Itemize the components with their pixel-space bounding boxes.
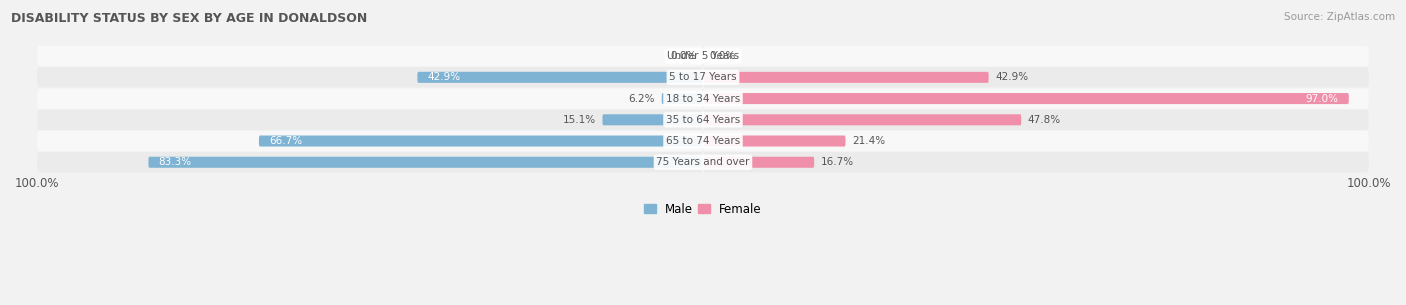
Text: 0.0%: 0.0%: [710, 51, 735, 61]
FancyBboxPatch shape: [703, 72, 988, 83]
Text: 35 to 64 Years: 35 to 64 Years: [666, 115, 740, 125]
FancyBboxPatch shape: [703, 114, 1021, 125]
Text: 16.7%: 16.7%: [821, 157, 853, 167]
Text: 42.9%: 42.9%: [427, 72, 461, 82]
FancyBboxPatch shape: [37, 109, 1369, 130]
FancyBboxPatch shape: [37, 67, 1369, 88]
Text: 97.0%: 97.0%: [1306, 94, 1339, 104]
FancyBboxPatch shape: [259, 135, 703, 146]
Text: 66.7%: 66.7%: [269, 136, 302, 146]
Text: Source: ZipAtlas.com: Source: ZipAtlas.com: [1284, 12, 1395, 22]
FancyBboxPatch shape: [703, 157, 814, 168]
Text: 0.0%: 0.0%: [671, 51, 696, 61]
Text: 18 to 34 Years: 18 to 34 Years: [666, 94, 740, 104]
Text: 6.2%: 6.2%: [628, 94, 655, 104]
Text: 21.4%: 21.4%: [852, 136, 886, 146]
FancyBboxPatch shape: [37, 46, 1369, 66]
FancyBboxPatch shape: [662, 93, 703, 104]
FancyBboxPatch shape: [37, 152, 1369, 172]
Text: Under 5 Years: Under 5 Years: [666, 51, 740, 61]
Text: 83.3%: 83.3%: [159, 157, 191, 167]
FancyBboxPatch shape: [37, 131, 1369, 151]
Text: DISABILITY STATUS BY SEX BY AGE IN DONALDSON: DISABILITY STATUS BY SEX BY AGE IN DONAL…: [11, 12, 367, 25]
FancyBboxPatch shape: [418, 72, 703, 83]
Text: 5 to 17 Years: 5 to 17 Years: [669, 72, 737, 82]
FancyBboxPatch shape: [37, 88, 1369, 109]
FancyBboxPatch shape: [703, 93, 1348, 104]
Text: 65 to 74 Years: 65 to 74 Years: [666, 136, 740, 146]
FancyBboxPatch shape: [703, 135, 845, 146]
Text: 15.1%: 15.1%: [562, 115, 596, 125]
FancyBboxPatch shape: [603, 114, 703, 125]
Text: 47.8%: 47.8%: [1028, 115, 1062, 125]
Legend: Male, Female: Male, Female: [640, 198, 766, 221]
Text: 42.9%: 42.9%: [995, 72, 1028, 82]
FancyBboxPatch shape: [149, 157, 703, 168]
Text: 75 Years and over: 75 Years and over: [657, 157, 749, 167]
